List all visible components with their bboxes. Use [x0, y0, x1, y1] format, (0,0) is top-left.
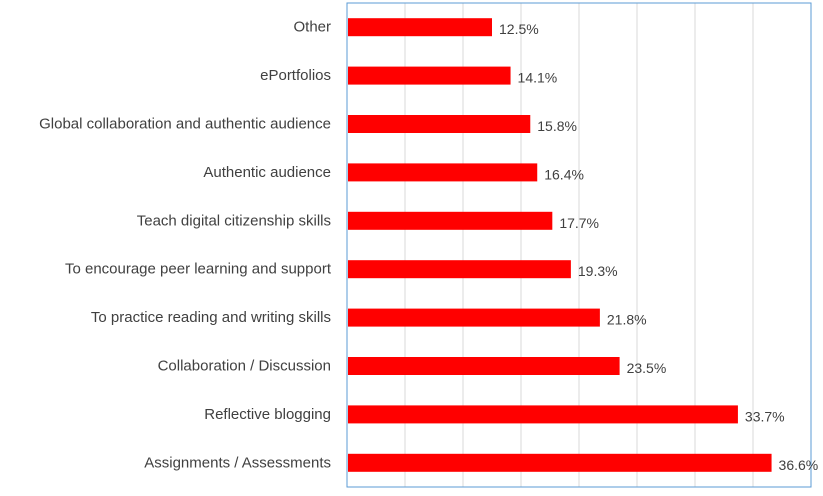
data-label: 17.7% [559, 215, 599, 231]
data-label: 15.8% [537, 118, 577, 134]
data-label: 33.7% [745, 408, 785, 424]
data-label: 23.5% [627, 360, 667, 376]
category-label: Authentic audience [203, 164, 331, 181]
bar [348, 163, 538, 182]
bar [348, 18, 492, 37]
data-label: 12.5% [499, 21, 539, 37]
data-label: 19.3% [578, 263, 618, 279]
category-label: Collaboration / Discussion [158, 358, 331, 375]
bar [348, 453, 772, 472]
plot-area-frame [346, 2, 812, 488]
data-label: 14.1% [518, 70, 558, 86]
category-label: To practice reading and writing skills [91, 309, 331, 326]
category-label: ePortfolios [260, 67, 331, 84]
category-label: To encourage peer learning and support [65, 261, 332, 278]
category-label: Global collaboration and authentic audie… [39, 116, 331, 133]
category-label: Other [293, 19, 331, 36]
bar [348, 357, 620, 375]
bar [348, 211, 553, 230]
data-label: 21.8% [607, 312, 647, 328]
category-label: Teach digital citizenship skills [137, 212, 331, 229]
category-label: Assignments / Assessments [144, 454, 331, 471]
data-label: 36.6% [779, 457, 819, 473]
data-label: 16.4% [544, 166, 584, 182]
bar [348, 115, 531, 133]
bar [348, 260, 571, 279]
bar [348, 405, 738, 424]
category-label: Reflective blogging [204, 406, 331, 423]
bar [348, 66, 511, 85]
bar [348, 308, 600, 327]
